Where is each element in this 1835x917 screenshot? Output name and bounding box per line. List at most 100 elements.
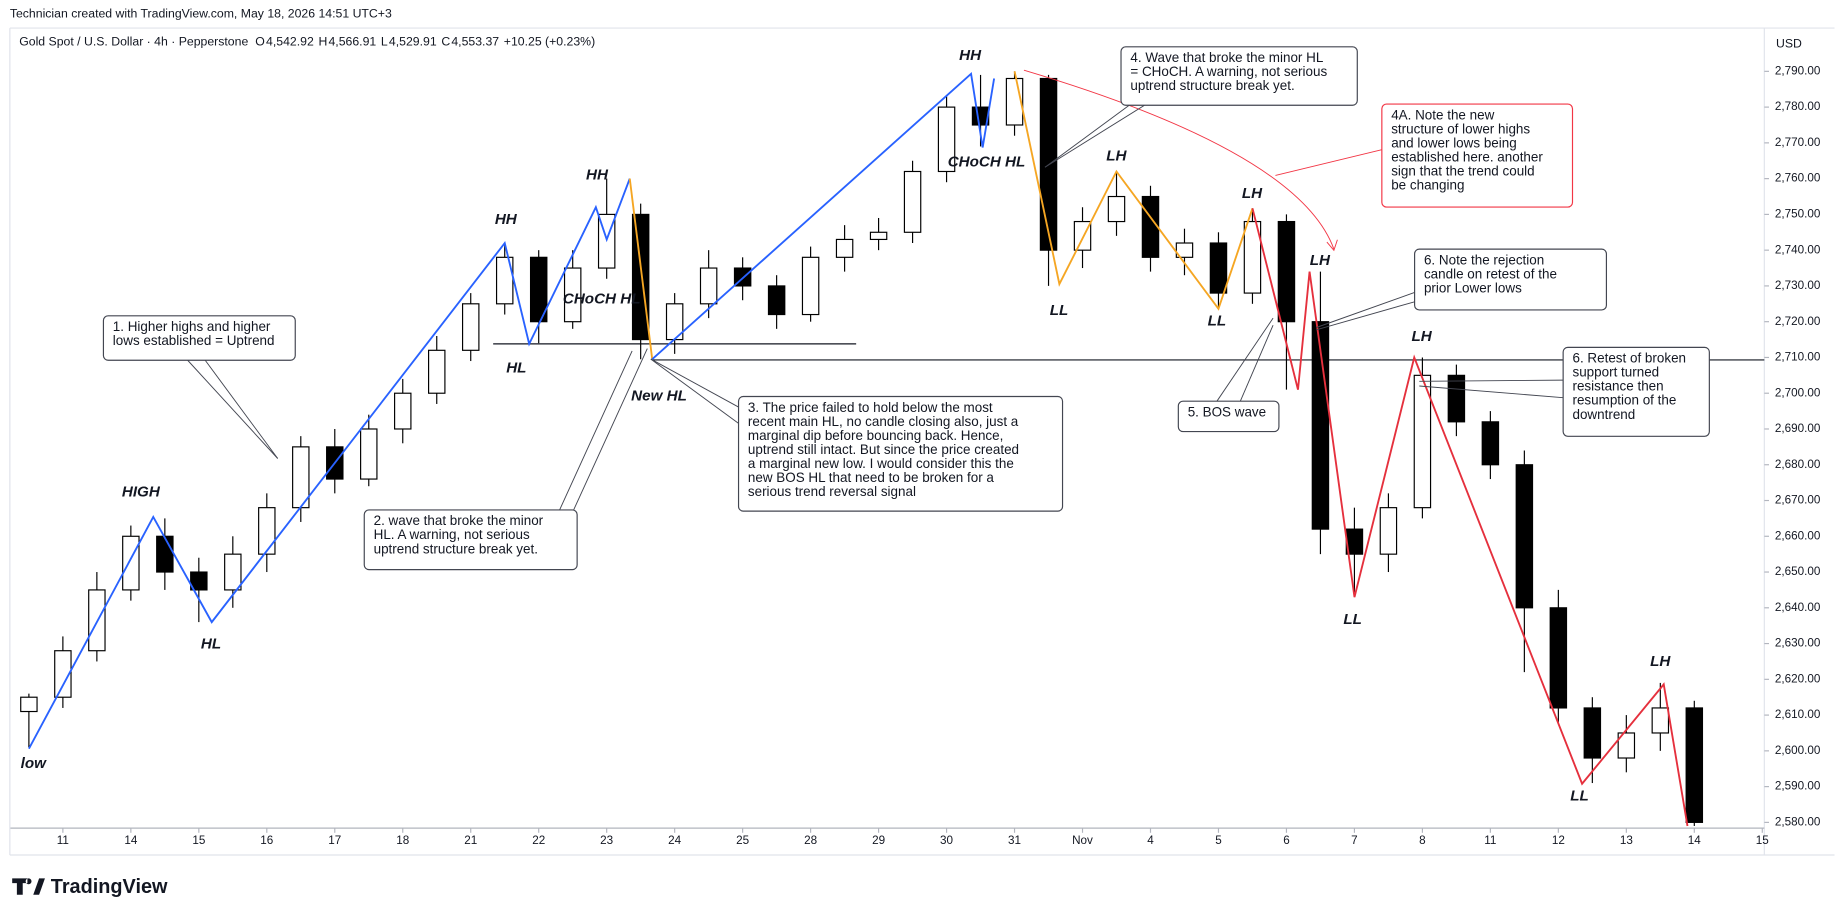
ohlc-key: L xyxy=(381,34,388,48)
tradingview-logo[interactable]: TradingView xyxy=(12,876,168,898)
y-tick-label: 2,650.00 xyxy=(1775,565,1821,578)
wave-label: LH xyxy=(1106,148,1127,165)
candle xyxy=(461,293,480,362)
y-tick-label: 2,620.00 xyxy=(1775,672,1821,685)
candle xyxy=(767,275,786,329)
candle xyxy=(699,250,718,319)
y-tick-label: 2,700.00 xyxy=(1775,386,1821,399)
candle xyxy=(801,246,820,322)
y-tick-label: 2,580.00 xyxy=(1775,815,1821,828)
candle xyxy=(1379,493,1398,573)
candle-body xyxy=(903,170,922,233)
callout-text: resistance then xyxy=(1573,379,1664,394)
x-tick-label: 15 xyxy=(192,834,206,847)
ohlc-value: 4,529.91 xyxy=(389,34,437,48)
candle xyxy=(1481,411,1500,480)
callout-pointer xyxy=(204,359,279,459)
y-tick-label: 2,610.00 xyxy=(1775,708,1821,721)
callout-text: 4A. Note the new xyxy=(1391,107,1494,122)
x-tick-label: 13 xyxy=(1620,834,1633,847)
arrow-head xyxy=(1326,239,1338,252)
candle xyxy=(1447,364,1466,437)
y-tick-label: 2,660.00 xyxy=(1775,529,1821,542)
ohlc-key: C xyxy=(441,34,450,48)
change: +10.25 (+0.23%) xyxy=(504,34,595,48)
candle xyxy=(1107,171,1126,236)
x-tick-label: 23 xyxy=(600,834,613,847)
x-tick-label: 21 xyxy=(464,834,477,847)
candle xyxy=(20,693,38,748)
callout-pointer xyxy=(1044,104,1145,168)
ohlc-key: O xyxy=(255,34,265,48)
y-tick-label: 2,730.00 xyxy=(1775,279,1821,292)
wave-label: HH xyxy=(959,47,982,64)
callout-text: lows established = Uptrend xyxy=(113,333,275,348)
y-tick-label: 2,780.00 xyxy=(1775,100,1821,113)
x-tick-label: 17 xyxy=(328,834,341,847)
callout-text: = CHoCH. A warning, not serious xyxy=(1130,64,1327,79)
callout-text: uptrend structure break yet. xyxy=(1130,78,1294,93)
x-tick-label: Nov xyxy=(1072,834,1093,847)
callout-text: serious trend reversal signal xyxy=(748,484,916,499)
candle-body xyxy=(1549,607,1568,709)
candle xyxy=(258,493,276,573)
y-tick-label: 2,770.00 xyxy=(1775,136,1821,149)
y-tick-label: 2,680.00 xyxy=(1775,458,1821,471)
candle-body xyxy=(156,535,174,573)
candle-body xyxy=(224,553,242,591)
candle-body xyxy=(122,535,140,591)
callout-text: HL. A warning, not serious xyxy=(374,527,530,542)
candle xyxy=(563,250,582,329)
candle xyxy=(1243,208,1262,304)
candle xyxy=(529,250,548,344)
candle-body xyxy=(1651,707,1670,734)
wave-line xyxy=(628,178,654,360)
candle xyxy=(122,525,140,601)
callout-box xyxy=(1381,103,1574,208)
callout-text: candle on retest of the xyxy=(1424,266,1557,281)
callout-pointer xyxy=(1316,301,1415,331)
callout-text: a marginal new low. I would consider thi… xyxy=(748,456,1014,471)
x-tick-label: 25 xyxy=(736,834,750,847)
candle-body xyxy=(20,696,38,713)
candle xyxy=(869,217,888,251)
callout-text: sign that the trend could xyxy=(1391,163,1534,178)
candle-body xyxy=(1481,421,1500,466)
symbol: Gold Spot / U.S. Dollar · 4h · Peppersto… xyxy=(19,34,248,48)
x-tick-label: 11 xyxy=(57,834,69,847)
x-tick-label: 6 xyxy=(1283,834,1290,847)
callout-pointer xyxy=(1239,324,1274,402)
wave-label: HH xyxy=(586,166,609,183)
candle xyxy=(428,335,446,404)
callout-pointer xyxy=(1044,104,1130,168)
callout-pointer xyxy=(650,358,739,424)
candle-body xyxy=(801,256,820,316)
credit: Technician created with TradingView.com,… xyxy=(10,6,392,20)
callout-text: and lower lows being xyxy=(1391,135,1517,150)
callout-text: 6. Retest of broken xyxy=(1573,351,1687,366)
candle xyxy=(1583,697,1602,784)
x-tick-label: 4 xyxy=(1147,834,1154,847)
candle-body xyxy=(1243,220,1262,294)
x-tick-label: 28 xyxy=(804,834,817,847)
brand: TradingView xyxy=(51,876,168,898)
callout-box xyxy=(1414,248,1608,311)
candle-body xyxy=(1617,732,1636,759)
candle-body xyxy=(461,303,480,351)
callout-text: structure of lower highs xyxy=(1391,121,1530,136)
wave-label: low xyxy=(21,755,47,772)
callout-text: downtrend xyxy=(1573,407,1636,422)
callout-text: marginal dip before bouncing back. Hence… xyxy=(748,428,1003,443)
callout-text: 1. Higher highs and higher xyxy=(113,319,271,334)
candle xyxy=(937,96,956,183)
wave-label: HIGH xyxy=(122,483,161,500)
callout-text: new BOS HL that need to be broken for a xyxy=(748,470,995,485)
candle-body xyxy=(1515,464,1534,609)
callout-text: uptrend structure break yet. xyxy=(374,541,538,556)
x-tick-label: 29 xyxy=(872,834,885,847)
